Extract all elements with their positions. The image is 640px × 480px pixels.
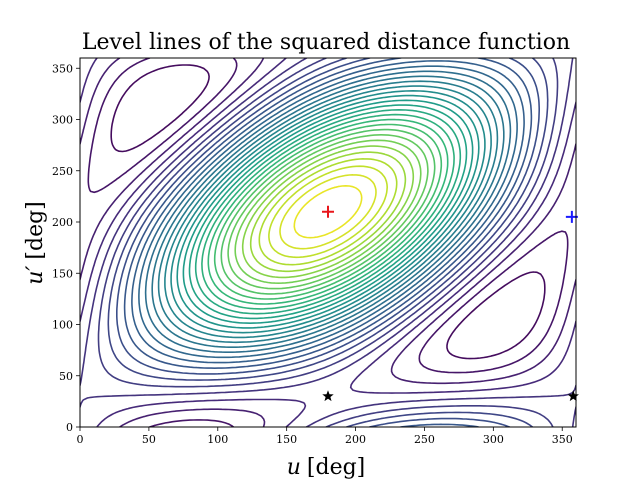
contour-level bbox=[157, 80, 499, 344]
contour-level bbox=[131, 60, 525, 364]
contour-level bbox=[138, 65, 518, 359]
contour-level bbox=[249, 151, 407, 273]
contour-level bbox=[268, 165, 388, 259]
contour-level bbox=[234, 139, 422, 284]
contour-level bbox=[188, 104, 468, 320]
y-axis-unit: [deg] bbox=[23, 201, 48, 259]
contour-level bbox=[110, 64, 546, 360]
y-axis-var: u′ bbox=[23, 266, 48, 285]
contour-level bbox=[194, 109, 462, 315]
contour-lines bbox=[80, 58, 576, 427]
x-tick-label: 50 bbox=[142, 433, 156, 446]
y-tick-label: 150 bbox=[52, 267, 73, 280]
x-axis-var: u bbox=[287, 455, 301, 480]
contour-level bbox=[227, 134, 429, 290]
x-tick-label: 100 bbox=[207, 433, 228, 446]
x-tick-label: 350 bbox=[552, 433, 573, 446]
contour-level bbox=[144, 70, 512, 353]
x-tick-label: 0 bbox=[77, 433, 84, 446]
y-tick-label: 250 bbox=[52, 165, 73, 178]
x-axis-unit: [deg] bbox=[307, 455, 365, 480]
contour-level bbox=[207, 118, 449, 305]
y-tick-label: 0 bbox=[66, 421, 73, 434]
contour-level bbox=[279, 174, 377, 250]
contour-level bbox=[258, 158, 398, 266]
x-tick-label: 200 bbox=[345, 433, 366, 446]
x-tick-label: 300 bbox=[483, 433, 504, 446]
contour-level bbox=[182, 99, 474, 324]
contour-level bbox=[151, 75, 505, 348]
contour-level bbox=[293, 185, 363, 239]
plot-frame bbox=[79, 57, 577, 428]
maximum-marker bbox=[322, 205, 334, 218]
contour-level bbox=[80, 58, 576, 427]
contour-level bbox=[213, 123, 443, 300]
x-tick-label: 150 bbox=[276, 433, 297, 446]
minimum-2-marker bbox=[567, 390, 579, 402]
y-tick-label: 100 bbox=[52, 319, 73, 332]
contour-level bbox=[241, 145, 415, 279]
x-tick-label: 250 bbox=[414, 433, 435, 446]
y-axis-label: u′ [deg] bbox=[23, 201, 48, 285]
y-tick-label: 350 bbox=[52, 62, 73, 75]
contour-level bbox=[176, 94, 480, 329]
y-axis-ticks: 0 50 100 150 200 250 300 350 bbox=[52, 62, 80, 434]
y-tick-label: 300 bbox=[52, 114, 73, 127]
minimum-1-marker bbox=[322, 390, 334, 402]
y-tick-label: 200 bbox=[52, 216, 73, 229]
x-axis-ticks: 0 50 100 150 200 250 300 350 bbox=[77, 427, 573, 446]
contour-level bbox=[201, 113, 455, 310]
contour-level bbox=[220, 128, 436, 295]
chart-title: Level lines of the squared distance func… bbox=[82, 30, 570, 55]
contour-level bbox=[170, 90, 486, 334]
critical-point-markers bbox=[322, 205, 579, 402]
y-tick-label: 50 bbox=[59, 370, 73, 383]
contour-level bbox=[164, 85, 492, 339]
x-axis-label: u [deg] bbox=[287, 455, 366, 480]
